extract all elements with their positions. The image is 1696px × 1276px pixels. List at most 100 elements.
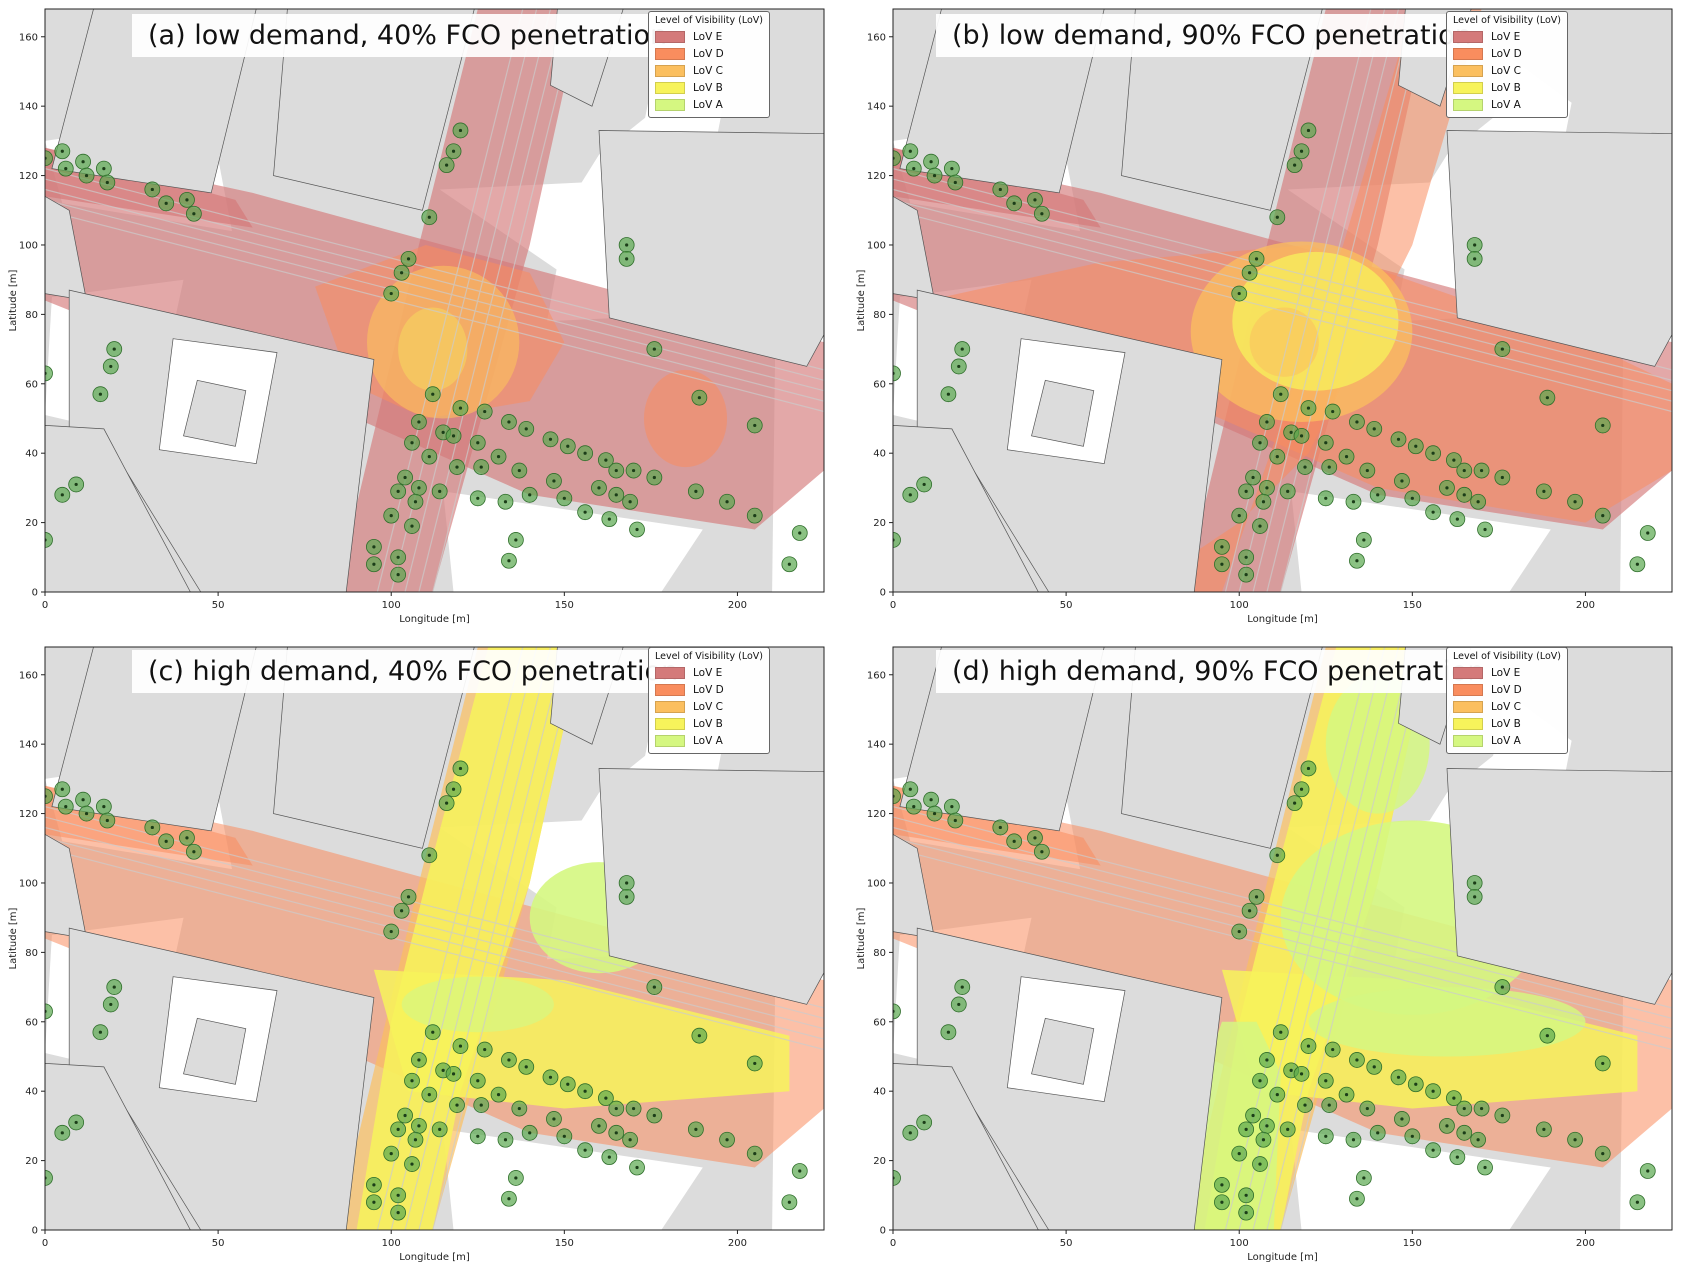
tree-trunk — [1455, 1155, 1459, 1159]
tree-trunk — [185, 836, 189, 840]
tree-icon — [45, 1003, 53, 1020]
tree-trunk — [524, 427, 528, 431]
lane-line — [893, 826, 1672, 1030]
tree-trunk — [1573, 1138, 1577, 1142]
y-tick-label: 0 — [880, 588, 886, 599]
tree-trunk — [431, 1030, 435, 1034]
swatch-lov-c — [655, 64, 685, 77]
tree-icon — [45, 532, 53, 548]
legend-item-lov-d: LoV D — [655, 45, 763, 62]
tree-trunk — [98, 1030, 102, 1034]
tree-trunk — [74, 482, 78, 487]
tree-trunk — [725, 1138, 729, 1142]
tree-trunk — [496, 1093, 501, 1097]
tree-trunk — [1462, 468, 1466, 473]
tree-trunk — [164, 839, 168, 843]
y-tick-label: 20 — [25, 518, 38, 529]
tree-trunk — [389, 929, 393, 934]
tree-trunk — [458, 406, 463, 410]
tree-trunk — [1396, 1075, 1401, 1079]
lane-line — [45, 816, 824, 1019]
x-tick-label: 100 — [382, 600, 401, 611]
tree-trunk — [1635, 1200, 1639, 1204]
tree-trunk — [479, 1103, 483, 1107]
tree-trunk — [1324, 496, 1328, 500]
tree-trunk — [1237, 514, 1241, 518]
tree-trunk — [81, 160, 85, 164]
lane-line — [893, 178, 1672, 381]
legend-title: Level of Visibility (LoV) — [655, 651, 763, 662]
tree-trunk — [185, 198, 189, 202]
building — [183, 379, 247, 447]
building — [1031, 1017, 1095, 1085]
x-tick-label: 100 — [1230, 1238, 1249, 1249]
x-tick-label: 50 — [212, 600, 225, 611]
building — [1446, 130, 1672, 367]
swatch-lov-b — [1453, 81, 1483, 94]
tree-trunk — [1500, 347, 1504, 351]
lane-line — [45, 199, 824, 402]
tree-trunk — [597, 1124, 601, 1128]
tree-trunk — [1483, 527, 1487, 532]
tree-trunk — [1414, 444, 1418, 448]
tree-trunk — [1410, 496, 1414, 500]
tree-trunk — [1244, 489, 1248, 493]
map-plot: 0 50 100 150 200 0 20 40 60 80 100 120 140 160 Longitu… — [856, 646, 1673, 1263]
y-tick-label: 100 — [867, 240, 886, 251]
tree-icon — [893, 1170, 901, 1186]
tree-trunk — [1265, 1058, 1269, 1062]
tree-trunk — [607, 1155, 611, 1159]
lov-zone-b — [398, 307, 468, 391]
tree-trunk — [628, 1138, 632, 1142]
y-tick-label: 80 — [25, 310, 38, 321]
tree-trunk — [1601, 1152, 1605, 1156]
legend-item-lov-e: LoV E — [1453, 664, 1561, 681]
panel-title: (b) low demand, 90% FCO penetration — [936, 14, 1488, 57]
tree-trunk — [548, 1075, 553, 1079]
tree-trunk — [109, 1002, 113, 1007]
tree-trunk — [1542, 1127, 1546, 1131]
tree-trunk — [652, 985, 656, 989]
tree-trunk — [372, 1200, 376, 1204]
y-tick-label: 80 — [25, 948, 38, 959]
tree-trunk — [1299, 1072, 1304, 1076]
tree-trunk — [614, 493, 618, 497]
y-tick-label: 160 — [867, 32, 886, 43]
tree-trunk — [1355, 1058, 1359, 1062]
legend-item-lov-e: LoV E — [655, 664, 763, 681]
tree-trunk — [396, 1193, 400, 1197]
legend-item-lov-a: LoV A — [655, 96, 763, 113]
legend-label: LoV C — [693, 64, 723, 77]
tree-trunk — [562, 496, 566, 500]
y-tick-label: 160 — [19, 670, 38, 681]
tree-trunk — [1306, 406, 1311, 410]
tree-trunk — [922, 1120, 926, 1125]
tree-trunk — [1355, 559, 1359, 563]
tree-trunk — [1372, 1065, 1376, 1069]
legend-item-lov-a: LoV A — [1453, 732, 1561, 749]
x-tick-label: 50 — [1060, 600, 1073, 611]
tree-trunk — [528, 1131, 532, 1135]
tree-trunk — [476, 441, 480, 445]
tree-trunk — [60, 787, 64, 791]
tree-trunk — [1248, 271, 1252, 275]
tree-trunk — [1452, 1096, 1456, 1100]
tree-trunk — [1293, 801, 1297, 805]
legend-item-lov-c: LoV C — [1453, 62, 1561, 79]
panel-b: 0 50 100 150 200 0 20 40 60 80 100 120 140 160 Longitu… — [848, 0, 1696, 638]
tree-trunk — [514, 1176, 518, 1180]
tree-trunk — [1258, 1162, 1262, 1166]
tree-trunk — [427, 853, 431, 857]
y-tick-label: 60 — [25, 1017, 38, 1028]
tree-trunk — [1400, 1117, 1404, 1121]
legend: Level of Visibility (LoV) LoV E LoV D Lo… — [1446, 11, 1568, 118]
tree-trunk — [697, 1034, 701, 1038]
tree-trunk — [1265, 486, 1269, 490]
swatch-lov-b — [655, 717, 685, 730]
tree-trunk — [1289, 1068, 1293, 1072]
building — [1031, 379, 1095, 447]
lov-zone-c — [366, 265, 520, 419]
tree-trunk — [1286, 1127, 1290, 1131]
tree-trunk — [406, 895, 411, 899]
tree-trunk — [583, 1089, 587, 1093]
